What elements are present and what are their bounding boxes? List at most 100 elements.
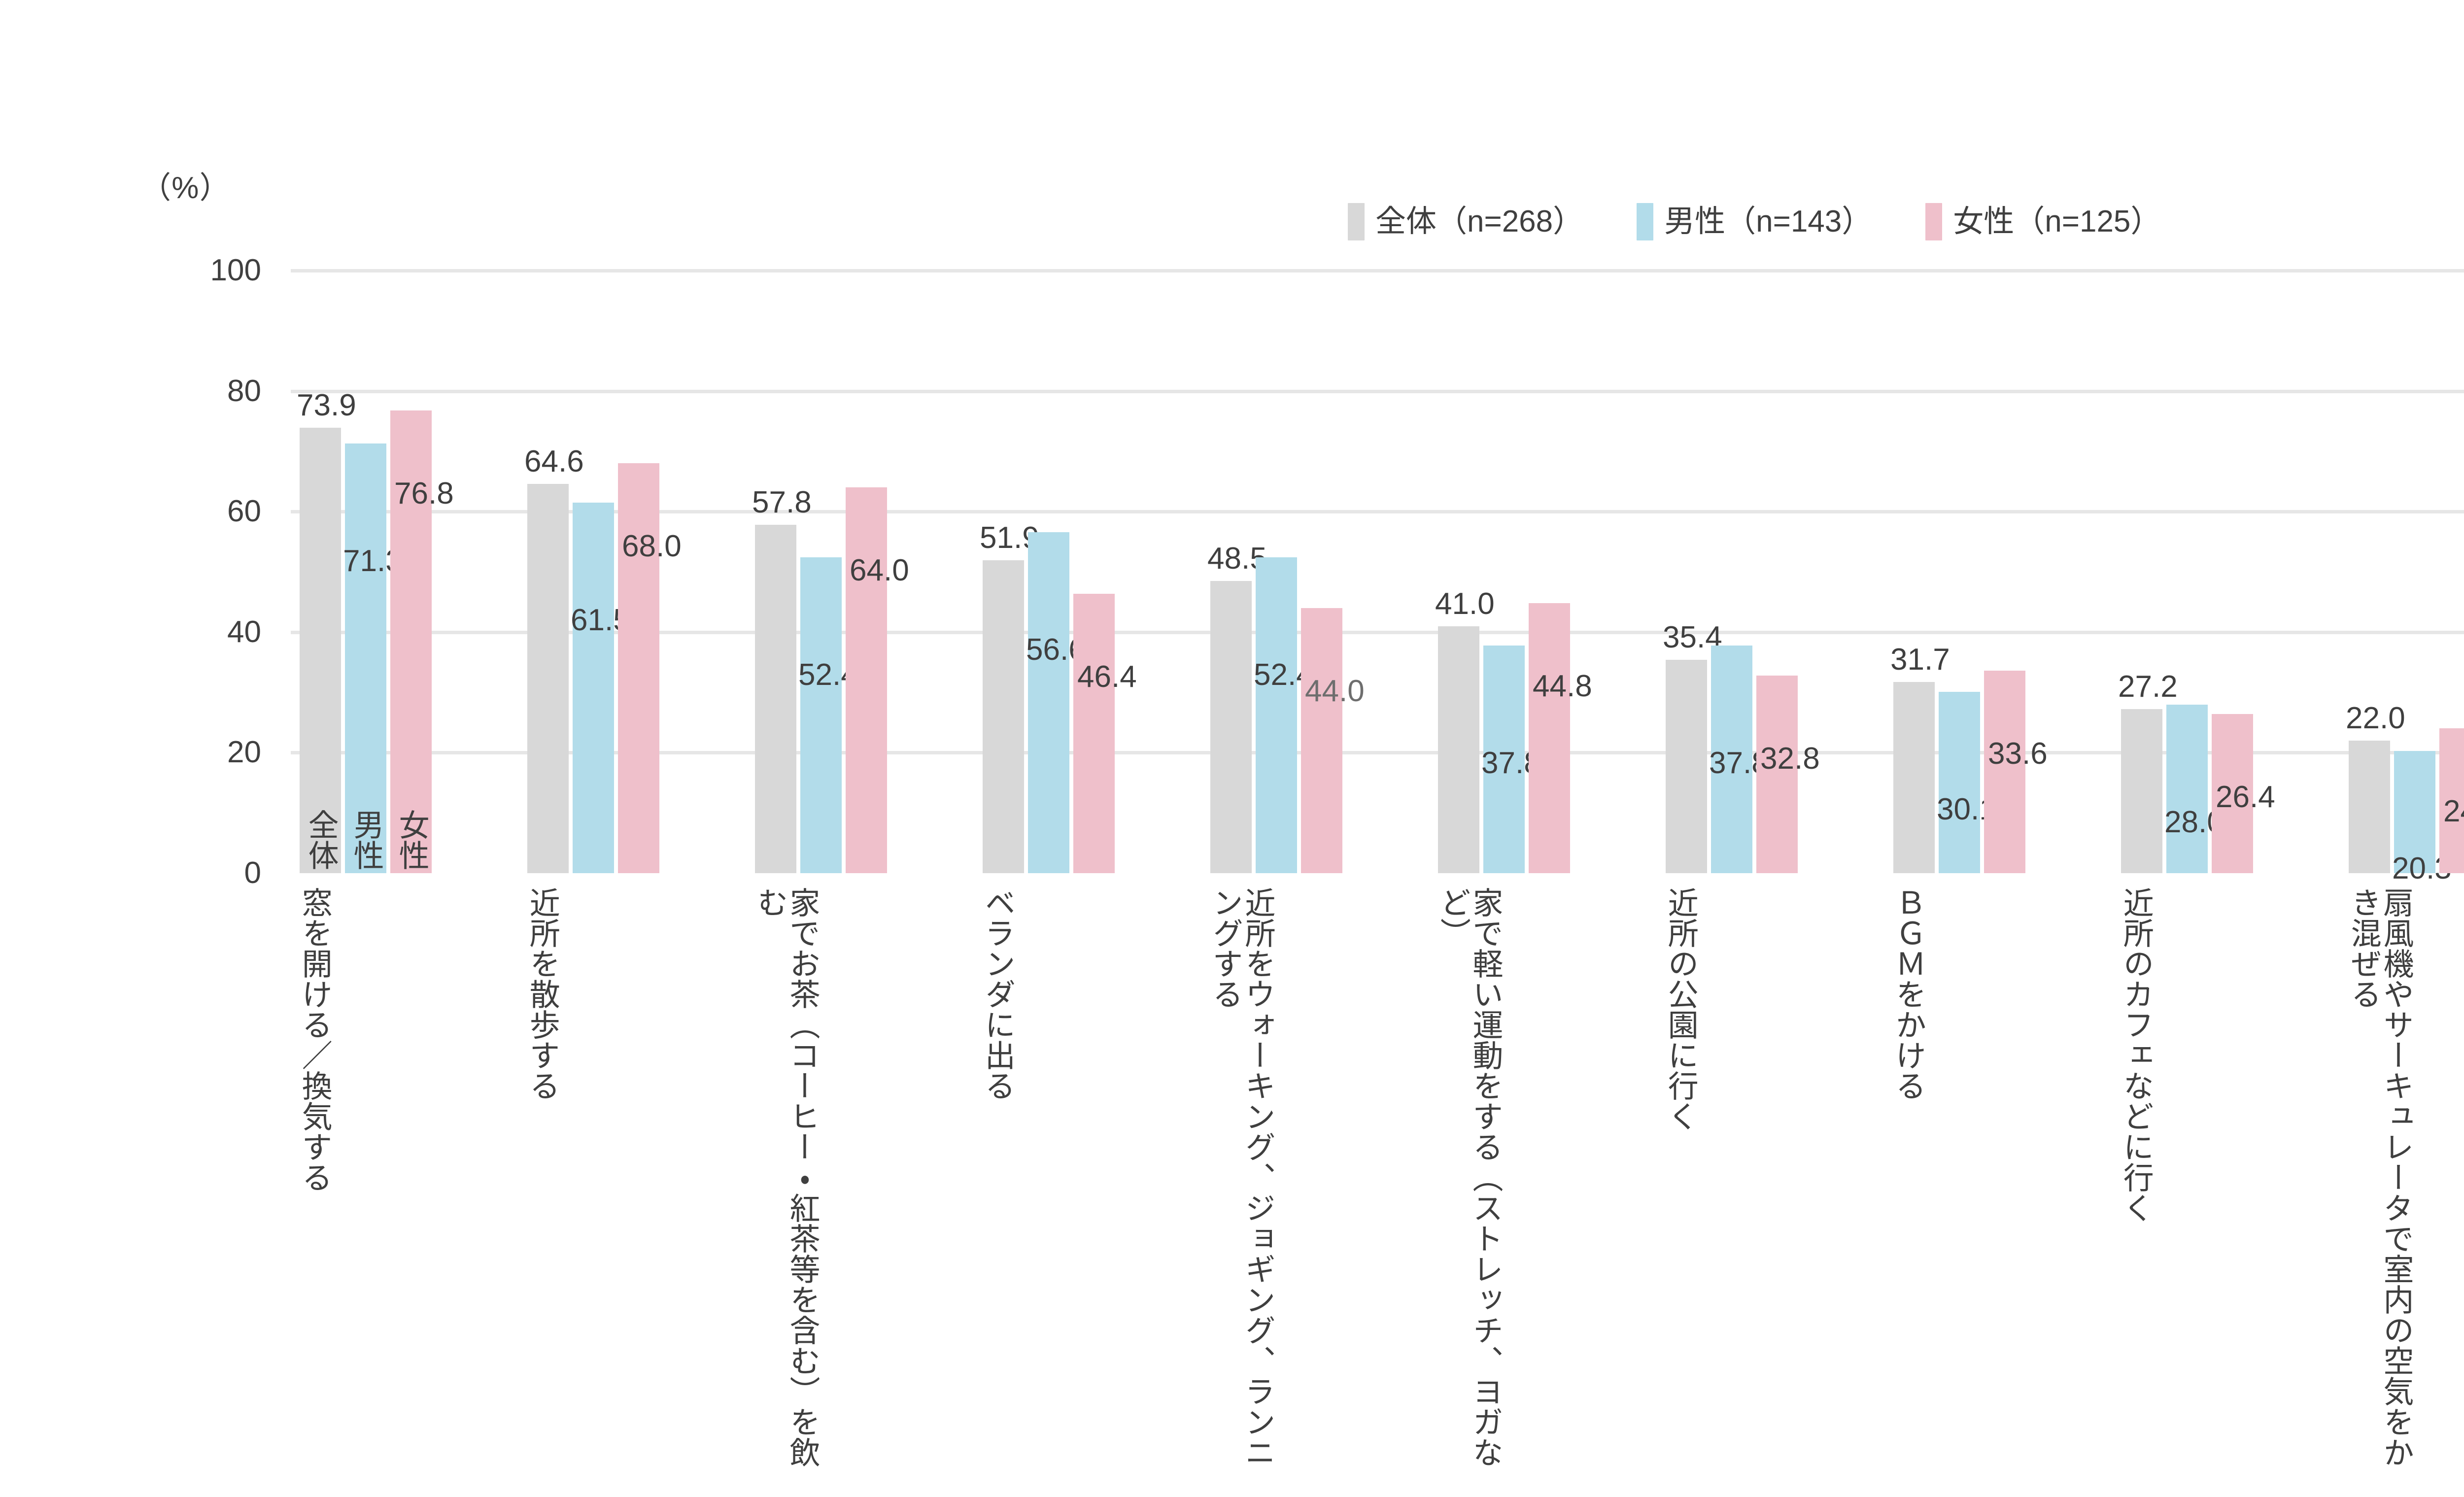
bar-fill — [1711, 645, 1752, 873]
bar-value-label: 46.4 — [1077, 659, 1137, 694]
legend-item-male[interactable]: 男性（n=143） — [1637, 203, 1872, 240]
bar-fill — [300, 428, 341, 873]
bar-male[interactable]: 71.3 男性 — [343, 443, 403, 873]
bar-value-label: 64.6 — [524, 444, 584, 478]
bar-male[interactable]: 52.4 — [1254, 557, 1313, 873]
x-axis-category-label: 家で軽い運動をする（ストレッチ、ヨガなど） — [1435, 887, 1502, 1467]
bar-value-label: 68.0 — [622, 529, 682, 564]
bar-total[interactable]: 73.9 全体 — [297, 390, 356, 873]
legend-swatch-total-icon — [1348, 203, 1365, 240]
bar-group-bars: 27.2 28.0 26.4 — [2118, 271, 2275, 873]
bar-fill — [2394, 750, 2435, 873]
bar-value-label: 44.8 — [1533, 669, 1592, 704]
y-axis-unit-label: （%） — [140, 171, 231, 205]
bar-value-label: 57.8 — [752, 485, 812, 520]
bar-fill — [1438, 626, 1479, 873]
bar-value-label: 64.0 — [850, 553, 909, 588]
x-axis-category-label: 近所を散歩する — [524, 887, 559, 1101]
bar-female[interactable]: 76.8 女性 — [390, 410, 454, 873]
bar-fill — [2212, 714, 2253, 873]
bar-fill — [846, 487, 887, 873]
bar-male[interactable]: 52.4 — [798, 557, 858, 873]
bar-total[interactable]: 31.7 — [1890, 645, 1950, 873]
bar-total[interactable]: 51.9 — [980, 523, 1039, 873]
bar-female[interactable]: 26.4 — [2212, 714, 2275, 873]
bar-male[interactable]: 37.8 — [1709, 645, 1769, 873]
bar-fill — [1939, 691, 1980, 873]
bar-female[interactable]: 44.8 — [1529, 603, 1592, 873]
bar-male[interactable]: 56.6 — [1026, 532, 1086, 873]
x-axis-category-label: 近所の公園に行く — [1663, 887, 1697, 1131]
legend-label: 女性（n=125） — [1953, 204, 2161, 238]
legend-swatch-male-icon — [1637, 203, 1654, 240]
bar-fill — [1301, 608, 1342, 873]
gridline — [291, 510, 2464, 514]
bar-fill — [1256, 557, 1297, 873]
bar-total[interactable]: 22.0 — [2346, 703, 2405, 873]
x-axis-category-label: 窓を開ける／換気する — [297, 887, 331, 1192]
bar-total[interactable]: 48.5 — [1207, 543, 1267, 873]
legend-swatch-female-icon — [1925, 203, 1943, 240]
bar-total[interactable]: 64.6 — [524, 446, 584, 873]
gridline — [291, 389, 2464, 393]
bar-female[interactable]: 46.4 — [1073, 593, 1137, 873]
bar-fill — [755, 525, 796, 873]
y-axis-tick-label: 100 — [210, 253, 261, 287]
bar-fill — [1666, 660, 1707, 873]
y-axis-tick-label: 80 — [227, 374, 261, 408]
bar-fill — [1210, 580, 1252, 873]
y-axis: 100 80 60 40 20 0 — [133, 255, 261, 888]
bar-fill — [527, 483, 569, 873]
bar-fill — [2121, 709, 2162, 873]
bar-total[interactable]: 27.2 — [2118, 672, 2178, 873]
bar-fill — [800, 557, 842, 873]
bar-group-bars: 48.5 52.4 44.0 — [1207, 271, 1365, 873]
bar-fill — [2349, 740, 2390, 873]
bar-female[interactable]: 68.0 — [618, 463, 682, 873]
y-axis-tick-label: 20 — [227, 735, 261, 770]
bar-group-bars: 73.9 全体 71.3 男性 76.8 女性 — [297, 271, 454, 873]
inbar-series-name: 全体 — [303, 809, 338, 870]
bar-fill — [1073, 593, 1115, 873]
bar-total[interactable]: 57.8 — [752, 487, 812, 873]
bar-male[interactable]: 30.1 — [1937, 691, 1996, 873]
bar-value-label: 33.6 — [1988, 737, 2048, 771]
x-axis-category-label: 扇風機やサーキュレータで室内の空気をかき混ぜる — [2346, 887, 2413, 1467]
bar-fill — [983, 560, 1024, 873]
bar-male[interactable]: 61.5 — [571, 502, 630, 873]
bar-group-bars: 31.7 30.1 33.6 — [1890, 271, 2048, 873]
bar-female[interactable]: 24.0 — [2439, 728, 2464, 873]
bar-female[interactable]: 64.0 — [846, 487, 909, 873]
chart-legend: 全体（n=268） 男性（n=143） 女性（n=125） — [1348, 200, 2161, 244]
bar-female[interactable]: 44.0 — [1301, 608, 1365, 873]
bar-total[interactable]: 35.4 — [1663, 622, 1722, 873]
bar-female[interactable]: 33.6 — [1984, 671, 2048, 873]
bar-value-label: 24.0 — [2443, 794, 2464, 829]
bar-fill — [1028, 532, 1069, 873]
x-axis-category-label: 近所のカフェなどに行く — [2118, 887, 2153, 1223]
bar-male[interactable]: 28.0 — [2164, 704, 2224, 873]
bar-group-bars: 51.9 56.6 46.4 — [980, 271, 1137, 873]
bar-total[interactable]: 41.0 — [1435, 588, 1495, 873]
plot-area: 73.9 全体 71.3 男性 76.8 女性 64.6 61.5 68.0 57.8 52.4 64… — [291, 269, 2464, 884]
bar-group-bars: 35.4 37.8 32.8 — [1663, 271, 1820, 873]
bar-group-bars: 22.0 20.324.0 — [2346, 271, 2464, 884]
bar-group-bars: 57.8 52.4 64.0 — [752, 271, 909, 873]
bar-fill — [1483, 645, 1525, 873]
legend-label: 男性（n=143） — [1664, 204, 1873, 238]
bar-male[interactable]: 20.3 — [2392, 750, 2452, 884]
bar-value-label: 27.2 — [2118, 670, 2178, 704]
legend-item-total[interactable]: 全体（n=268） — [1348, 203, 1583, 240]
y-axis-tick-label: 40 — [227, 614, 261, 649]
bar-female[interactable]: 32.8 — [1756, 675, 1820, 873]
bar-male[interactable]: 37.8 — [1481, 645, 1541, 873]
bar-value-label: 73.9 — [297, 388, 356, 423]
legend-item-female[interactable]: 女性（n=125） — [1925, 203, 2161, 240]
bar-group-bars: 64.6 61.5 68.0 — [524, 271, 682, 873]
y-axis-tick-label: 0 — [244, 856, 261, 890]
inbar-series-name: 女性 — [394, 809, 428, 870]
bar-fill — [1984, 671, 2025, 873]
gridline — [291, 630, 2464, 634]
bar-value-label: 32.8 — [1760, 741, 1820, 776]
x-axis-category-label: ベランダに出る — [980, 887, 1014, 1101]
